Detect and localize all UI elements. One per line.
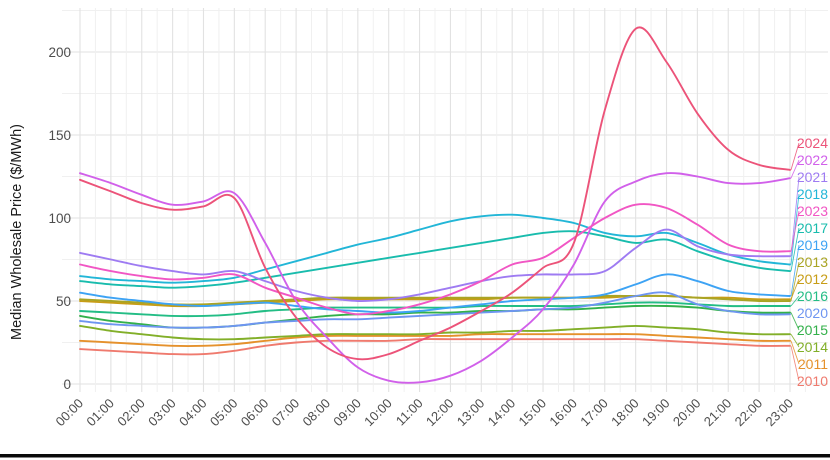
series-line-2011 bbox=[79, 333, 791, 347]
label-leader-2010 bbox=[790, 345, 800, 382]
x-tick-20:00: 20:00 bbox=[670, 396, 704, 430]
y-axis-tick-labels: 0 50 100 150 200 bbox=[48, 45, 71, 392]
series-line-2017 bbox=[79, 230, 791, 289]
label-leader-2012 bbox=[790, 278, 800, 300]
series-lines bbox=[79, 26, 791, 384]
series-label-2014: 2014 bbox=[797, 339, 828, 355]
label-leader-2017 bbox=[790, 227, 800, 272]
series-label-2023: 2023 bbox=[797, 203, 828, 219]
label-leader-2024 bbox=[790, 142, 800, 170]
series-label-2018: 2018 bbox=[797, 186, 828, 202]
year-labels: 2024202220212018202320172019201320122016… bbox=[797, 135, 828, 389]
label-leader-2011 bbox=[790, 340, 800, 365]
x-tick-16:00: 16:00 bbox=[546, 396, 580, 430]
series-label-2024: 2024 bbox=[797, 135, 828, 151]
y-tick-50: 50 bbox=[56, 294, 71, 309]
label-leader-2013 bbox=[790, 261, 800, 302]
label-leader-2022 bbox=[790, 159, 800, 179]
x-tick-05:00: 05:00 bbox=[207, 396, 241, 430]
series-label-2011: 2011 bbox=[798, 356, 828, 372]
series-label-2012: 2012 bbox=[797, 271, 828, 287]
series-line-2020 bbox=[79, 291, 791, 329]
gridlines bbox=[62, 8, 828, 392]
series-label-2020: 2020 bbox=[797, 305, 828, 321]
label-leader-2019 bbox=[790, 244, 800, 297]
series-line-2019 bbox=[79, 273, 791, 314]
series-label-2019: 2019 bbox=[797, 237, 828, 253]
label-leader-2023 bbox=[790, 210, 800, 252]
x-tick-17:00: 17:00 bbox=[577, 396, 611, 430]
series-line-2023 bbox=[79, 203, 791, 316]
label-leader-2014 bbox=[790, 333, 800, 348]
x-tick-13:00: 13:00 bbox=[454, 396, 488, 430]
label-leader-2016 bbox=[790, 295, 800, 307]
series-line-2021 bbox=[79, 228, 791, 303]
y-axis-title: Median Wholesale Price ($/MWh) bbox=[9, 124, 25, 340]
x-tick-11:00: 11:00 bbox=[393, 396, 426, 429]
series-label-2021: 2021 bbox=[797, 169, 828, 185]
x-tick-12:00: 12:00 bbox=[423, 396, 457, 430]
series-line-2010 bbox=[79, 338, 791, 356]
y-tick-200: 200 bbox=[48, 45, 71, 60]
x-tick-04:00: 04:00 bbox=[176, 396, 210, 430]
series-label-2013: 2013 bbox=[797, 254, 828, 270]
x-tick-06:00: 06:00 bbox=[238, 396, 272, 430]
y-tick-150: 150 bbox=[48, 128, 71, 143]
x-tick-07:00: 07:00 bbox=[269, 396, 303, 430]
x-tick-09:00: 09:00 bbox=[330, 396, 364, 430]
series-line-2016 bbox=[79, 301, 791, 318]
series-label-2010: 2010 bbox=[797, 373, 828, 389]
x-tick-01:00: 01:00 bbox=[83, 396, 117, 430]
series-line-2013 bbox=[79, 294, 791, 306]
x-tick-21:00: 21:00 bbox=[701, 396, 735, 430]
series-line-2024 bbox=[79, 26, 791, 361]
x-tick-15:00: 15:00 bbox=[516, 396, 550, 430]
y-tick-100: 100 bbox=[48, 211, 71, 226]
x-tick-18:00: 18:00 bbox=[608, 396, 642, 430]
x-axis-tick-labels: 00:0001:0002:0003:0004:0005:0006:0007:00… bbox=[53, 396, 797, 430]
series-label-2022: 2022 bbox=[797, 152, 828, 168]
x-tick-14:00: 14:00 bbox=[485, 396, 519, 430]
label-leader-2015 bbox=[790, 312, 800, 331]
label-leader-lines bbox=[790, 142, 800, 382]
series-label-2017: 2017 bbox=[797, 220, 828, 236]
x-tick-02:00: 02:00 bbox=[114, 396, 148, 430]
series-line-2018 bbox=[79, 213, 791, 284]
series-line-2022 bbox=[79, 172, 791, 384]
x-tick-03:00: 03:00 bbox=[145, 396, 179, 430]
x-tick-19:00: 19:00 bbox=[639, 396, 673, 430]
x-tick-10:00: 10:00 bbox=[361, 396, 395, 430]
y-tick-0: 0 bbox=[63, 377, 71, 392]
x-tick-08:00: 08:00 bbox=[299, 396, 333, 430]
x-tick-23:00: 23:00 bbox=[763, 396, 797, 430]
x-tick-22:00: 22:00 bbox=[732, 396, 766, 430]
series-label-2016: 2016 bbox=[797, 288, 828, 304]
x-tick-00:00: 00:00 bbox=[53, 396, 87, 430]
series-label-2015: 2015 bbox=[797, 322, 828, 338]
bottom-border-bar bbox=[0, 454, 830, 458]
